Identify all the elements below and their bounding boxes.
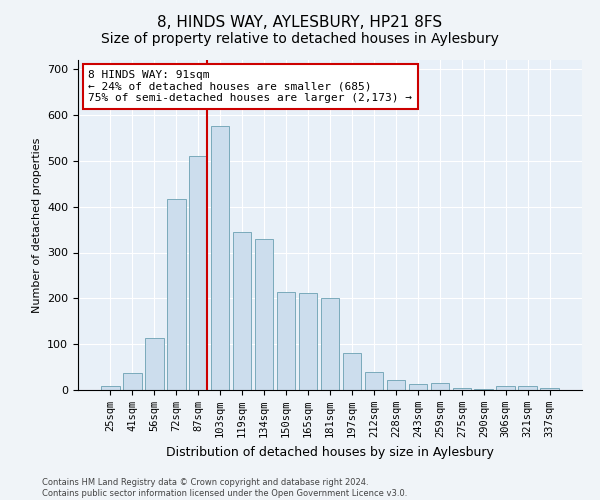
Bar [123,372,142,390]
Text: 8 HINDS WAY: 91sqm
← 24% of detached houses are smaller (685)
75% of semi-detach: 8 HINDS WAY: 91sqm ← 24% of detached hou… [88,70,412,103]
Text: Contains HM Land Registry data © Crown copyright and database right 2024.
Contai: Contains HM Land Registry data © Crown c… [42,478,407,498]
Bar [255,239,274,390]
Bar [189,156,208,390]
Bar [541,388,559,390]
Bar [518,386,537,390]
Bar [145,338,164,390]
Bar [365,372,383,390]
Bar [452,388,471,390]
Text: 8, HINDS WAY, AYLESBURY, HP21 8FS: 8, HINDS WAY, AYLESBURY, HP21 8FS [157,15,443,30]
Bar [299,293,317,390]
Bar [277,292,295,390]
X-axis label: Distribution of detached houses by size in Aylesbury: Distribution of detached houses by size … [166,446,494,458]
Bar [167,200,185,390]
Bar [101,386,119,390]
Bar [386,380,405,390]
Bar [475,389,493,390]
Bar [233,232,251,390]
Bar [431,383,449,390]
Text: Size of property relative to detached houses in Aylesbury: Size of property relative to detached ho… [101,32,499,46]
Bar [409,384,427,390]
Bar [343,354,361,390]
Bar [496,386,515,390]
Bar [320,298,340,390]
Bar [211,126,229,390]
Y-axis label: Number of detached properties: Number of detached properties [32,138,41,312]
